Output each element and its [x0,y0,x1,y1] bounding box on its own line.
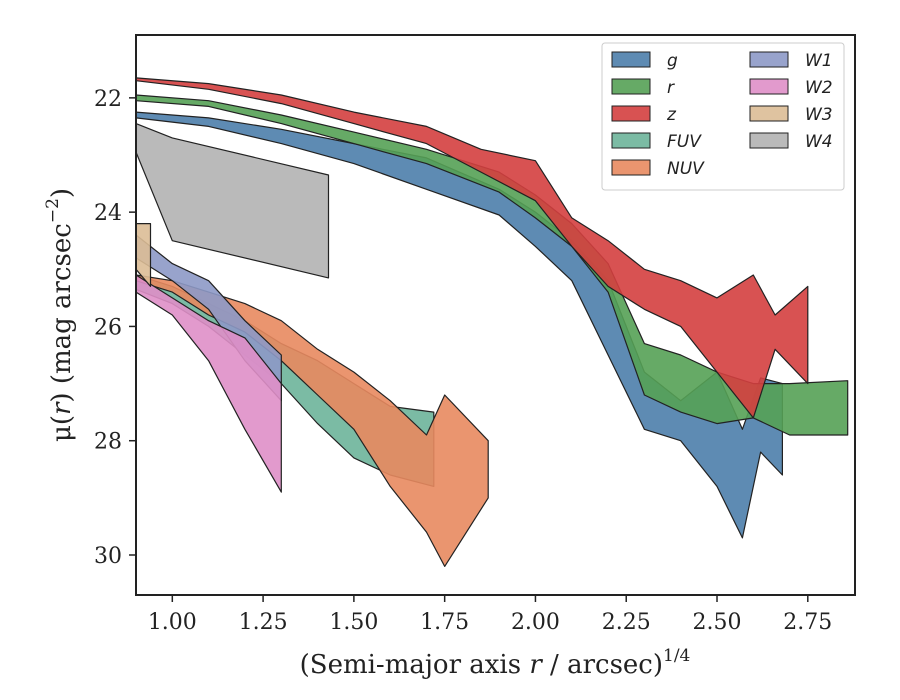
y-axis-title-close: ) [47,188,77,198]
legend-swatch-r [611,78,651,95]
y-tick-label: 28 [94,430,122,455]
legend-swatch-w3 [749,105,789,122]
legend-swatch-w4 [749,132,789,149]
y-axis-title-sup: −2 [43,198,63,223]
legend-swatch-z [611,105,651,122]
x-tick-label: 2.50 [693,610,742,635]
y-axis-title-rest: ) (mag arcsec [47,223,77,402]
y-axis-title: μ(r) (mag arcsec−2) [43,188,77,442]
legend-label-z: z [666,105,677,125]
legend-label-w1: W1 [805,51,833,71]
x-axis-title-sup: 1/4 [663,646,690,666]
y-tick-label: 24 [94,201,122,226]
x-tick-label: 2.75 [783,610,832,635]
legend-label-w4: W4 [805,132,833,152]
x-axis-title-main: (Semi-major axis [300,650,530,680]
x-tick-label: 1.50 [329,610,378,635]
x-axis-title: (Semi-major axis r / arcsec)1/4 [300,646,691,680]
legend-swatch-nuv [611,159,651,176]
legend-label-w2: W2 [805,78,833,98]
band-w2 [135,274,282,493]
y-tick-label: 22 [94,87,122,112]
x-tick-label: 1.00 [148,610,197,635]
legend-label-w3: W3 [805,105,833,125]
x-tick-label: 2.00 [511,610,560,635]
y-axis-title-var: r [47,401,77,415]
x-tick-label: 1.25 [239,610,288,635]
y-axis-title-main: μ( [47,415,77,442]
legend-swatch-w1 [749,51,789,68]
y-tick-label: 30 [94,544,122,569]
plot-frame [135,34,856,596]
legend-swatch-g [611,51,651,68]
legend-swatch-w2 [749,78,789,95]
legend: grz FUV NUV W1 W2 W3 W4 [601,42,845,191]
band-z [135,77,809,419]
legend-swatch-fuv [611,132,651,149]
x-axis-title-var: r [529,650,543,680]
x-tick-label: 2.25 [602,610,651,635]
legend-label-fuv: FUV [667,132,702,152]
bands-layer [135,77,849,568]
x-axis-ticks: 1.00 1.25 1.50 1.75 2.00 2.25 2.50 2.75 [148,595,832,635]
legend-label-nuv: NUV [667,159,705,179]
legend-label-r: r [667,78,675,98]
legend-label-g: g [667,51,678,71]
y-axis-ticks: 22 24 26 28 30 [94,87,136,569]
y-tick-label: 26 [94,315,122,340]
x-axis-title-rest: / arcsec) [542,650,663,680]
x-tick-label: 1.75 [420,610,469,635]
